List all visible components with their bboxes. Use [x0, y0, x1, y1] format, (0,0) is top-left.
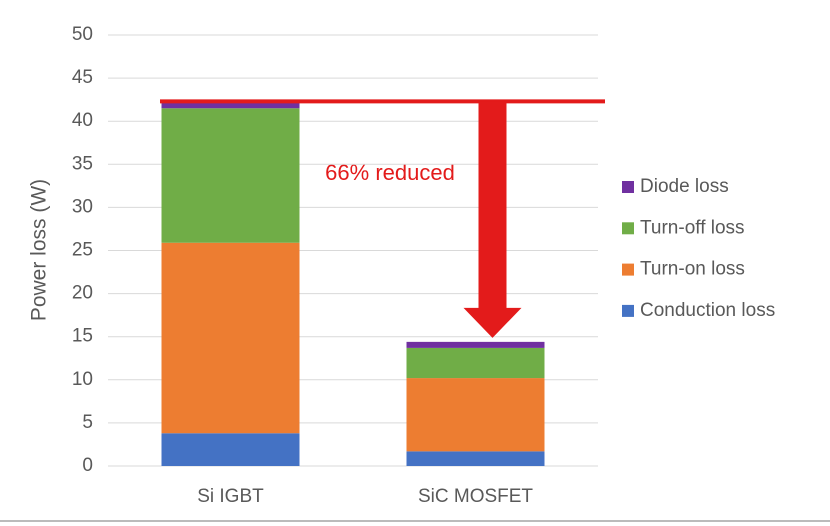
- reduction-arrow: [463, 101, 522, 338]
- bar-segment: [161, 242, 300, 434]
- y-tick-label: 5: [82, 412, 93, 433]
- legend-label: Diode loss: [640, 176, 729, 197]
- legend-swatch: [622, 222, 634, 235]
- bar-segment: [161, 108, 300, 243]
- legend-swatch: [622, 181, 634, 193]
- legend-label: Turn-on loss: [640, 259, 745, 280]
- y-tick-label: 35: [72, 153, 93, 174]
- bar-segment: [161, 433, 300, 466]
- y-tick-label: 10: [72, 369, 93, 390]
- bar-segment: [161, 101, 300, 109]
- x-tick-label: SiC MOSFET: [418, 486, 533, 507]
- bar-segment: [406, 451, 545, 466]
- y-tick-label: 25: [72, 240, 93, 261]
- y-axis-label: Power loss (W): [28, 179, 51, 321]
- y-tick-label: 30: [72, 196, 93, 217]
- y-tick-label: 45: [72, 67, 93, 88]
- y-tick-label: 50: [72, 24, 93, 45]
- y-tick-label: 40: [72, 110, 93, 131]
- legend-label: Conduction loss: [640, 300, 775, 321]
- bar-segment: [406, 378, 545, 452]
- bar-segment: [406, 341, 545, 348]
- y-tick-label: 0: [82, 455, 93, 476]
- bar-segment: [406, 347, 545, 379]
- legend-swatch: [622, 304, 634, 317]
- y-tick-label: 20: [72, 283, 93, 304]
- annotation: 66% reduced: [325, 160, 455, 185]
- legend-swatch: [622, 263, 634, 276]
- y-tick-label: 15: [72, 326, 93, 347]
- legend-label: Turn-off loss: [640, 217, 745, 238]
- x-tick-label: Si IGBT: [197, 486, 264, 507]
